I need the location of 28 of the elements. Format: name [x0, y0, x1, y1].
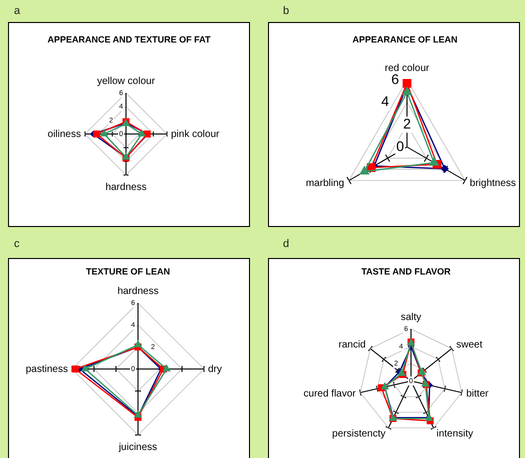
text: a	[14, 5, 20, 17]
spoke-label: pink colour	[171, 128, 220, 140]
spoke-label: oiliness	[48, 128, 81, 140]
spoke-label: yellow colour	[97, 76, 156, 87]
spoke-label: intensity	[436, 428, 474, 440]
spoke-label: pastiness	[26, 364, 68, 375]
spoke-label: hardness	[117, 286, 159, 297]
spoke-label: rancid	[338, 340, 366, 351]
spoke-label: hardness	[105, 182, 147, 193]
spoke-label: cured flavor	[304, 388, 356, 400]
spoke-label: juiciness	[118, 442, 158, 453]
chart-title: TASTE AND FLAVOR	[361, 266, 452, 276]
spoke-label: dry	[208, 364, 222, 375]
chart-title: TEXTURE OF LEAN	[86, 266, 170, 276]
chart-title: APPEARANCE OF LEAN	[352, 34, 458, 44]
spoke-label: marbling	[306, 178, 344, 189]
y-tick-label: 0	[396, 138, 404, 154]
spoke-label: bitter	[466, 388, 490, 400]
spoke-label: brightness	[470, 178, 516, 189]
y-tick-label: 2	[403, 116, 412, 132]
text: d	[283, 238, 290, 250]
chart-title: APPEARANCE AND TEXTURE OF FAT	[47, 34, 211, 44]
text: b	[283, 5, 290, 17]
spoke-label: sweet	[456, 340, 483, 351]
spoke-label: persistencty	[332, 428, 386, 440]
text: c	[14, 238, 20, 250]
spoke-label: salty	[400, 312, 422, 323]
y-tick-label: 4	[381, 93, 390, 110]
